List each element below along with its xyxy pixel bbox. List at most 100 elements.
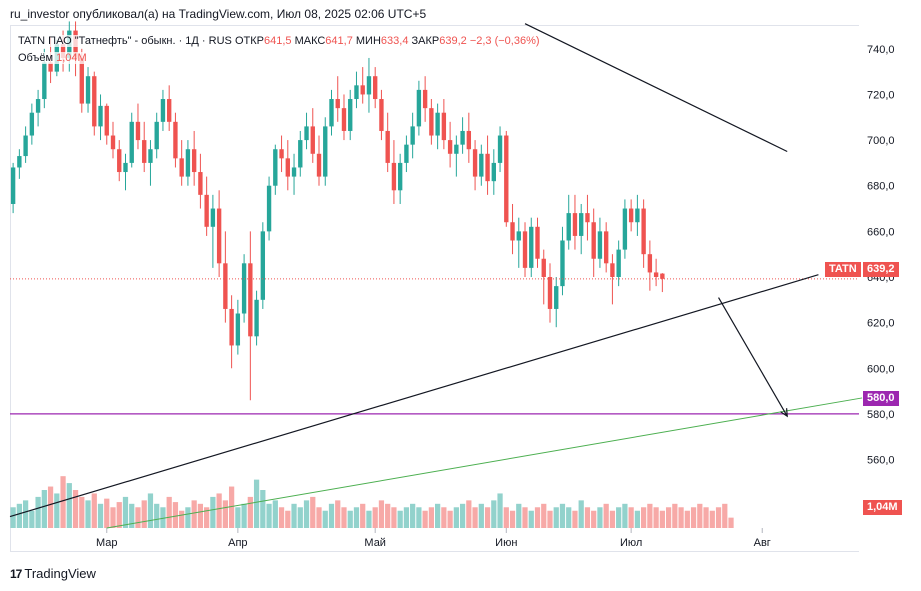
volume-bar (335, 500, 341, 528)
volume-bar (722, 503, 728, 528)
candle-body (547, 277, 553, 309)
volume-bar (260, 490, 266, 528)
volume-bar (191, 500, 197, 528)
candle-body (379, 99, 384, 131)
volume-bar (703, 507, 709, 528)
candle-body (441, 112, 447, 141)
candle-body (404, 144, 409, 163)
volume-bar (391, 507, 397, 528)
green-trendline (106, 397, 863, 529)
y-tick-label: 680,0 (867, 181, 895, 193)
candle-body (435, 112, 440, 136)
volume-bar (709, 510, 715, 528)
volume-bar (572, 510, 578, 528)
legend-close-label: ЗАКР (411, 35, 440, 47)
candle-body (354, 85, 359, 100)
candle-body (329, 99, 334, 127)
volume-bar (422, 510, 428, 528)
volume-bar (441, 507, 447, 528)
candle-body (135, 121, 141, 141)
volume-bar (628, 507, 634, 528)
volume-bar (503, 507, 509, 528)
candle-body (497, 135, 503, 163)
x-tick-label: Июл (620, 537, 642, 549)
volume-bar (715, 507, 722, 528)
candle-body (285, 158, 290, 177)
volume-bar (91, 493, 97, 528)
forecast-arrow (718, 297, 788, 417)
volume-bar (697, 503, 703, 528)
volume-bar (360, 503, 366, 528)
candle-body (10, 167, 16, 204)
candle-body (104, 105, 109, 136)
x-tick-label: Мар (96, 537, 118, 549)
candle-body (585, 213, 590, 223)
volume-bar (297, 507, 303, 528)
volume-bar (316, 507, 322, 528)
volume-bar (97, 503, 104, 528)
candle-body (23, 135, 28, 157)
candle-body (210, 208, 216, 227)
candle-body (42, 62, 47, 100)
candle-body (572, 213, 578, 236)
candle-body (279, 149, 284, 159)
candle-body (85, 76, 91, 104)
volume-bar (584, 507, 591, 528)
volume-bar (528, 510, 534, 528)
volume-bar (378, 500, 385, 528)
volume-bar (129, 503, 135, 528)
volume-bar (547, 510, 553, 528)
candle-body (229, 308, 234, 346)
legend-high: 641,7 (325, 35, 353, 47)
volume-bar (285, 510, 291, 528)
candle-body (472, 149, 478, 177)
candle-body (216, 208, 222, 264)
volume-bar (29, 510, 35, 528)
candle-body (273, 149, 278, 186)
legend-close: 639,2 (439, 35, 467, 47)
candle-body (254, 299, 259, 337)
legend-open: 641,5 (263, 35, 292, 47)
candle-body (479, 153, 484, 177)
volume-bar (372, 507, 378, 528)
volume-bar (172, 502, 179, 528)
candle-body (291, 167, 297, 177)
legend-low-label: МИН (355, 35, 381, 47)
volume-bar (416, 507, 422, 528)
candle-body (110, 135, 116, 150)
y-tick-label: 580,0 (867, 409, 895, 421)
volume-bar (116, 502, 122, 528)
candle-body (173, 121, 178, 159)
level-price-tag: 580,0 (863, 391, 899, 406)
footer-brand[interactable]: 17 TradingView (10, 566, 96, 581)
candle-body (29, 112, 35, 136)
volume-bar (566, 507, 572, 528)
candle-body (241, 263, 247, 314)
candle-body (603, 231, 609, 264)
legend-ticker[interactable]: TATN (18, 35, 46, 47)
volume-bar (228, 486, 235, 528)
candle-body (360, 85, 365, 95)
brand-name: TradingView (24, 566, 96, 581)
volume-bar (341, 507, 347, 528)
candle-body (510, 222, 515, 241)
volume-bar (41, 490, 47, 528)
volume-bar (516, 503, 522, 528)
volume-bar (410, 503, 416, 528)
y-tick-label: 560,0 (867, 455, 895, 467)
candle-body (410, 126, 415, 145)
volume-bar (35, 496, 41, 528)
volume-bar (216, 493, 222, 528)
volume-bar (179, 510, 185, 528)
volume-bar (72, 490, 79, 528)
candle-body (304, 126, 309, 141)
y-tick-label: 660,0 (867, 226, 895, 238)
volume-bar (559, 503, 566, 528)
candle-body (560, 240, 565, 287)
volume-bar (641, 507, 647, 528)
candle-body (385, 130, 390, 163)
volume-bar (553, 507, 559, 528)
candle-body (92, 76, 97, 127)
volume-bar (291, 503, 297, 528)
